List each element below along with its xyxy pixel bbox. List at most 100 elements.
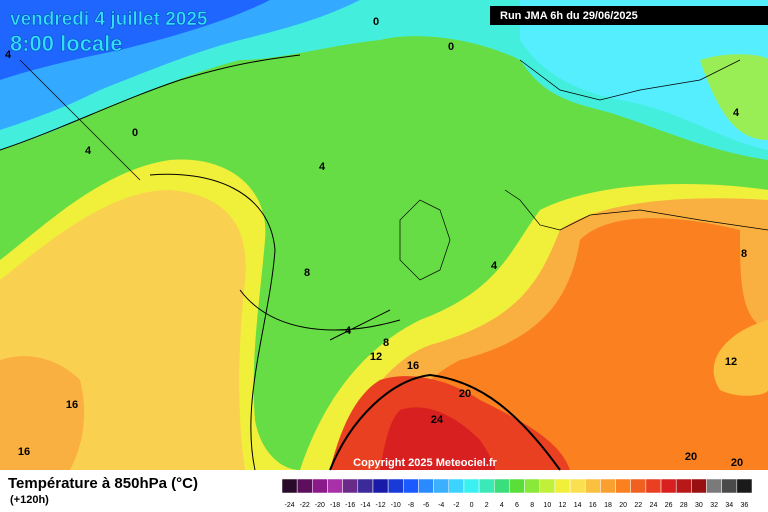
legend-swatch <box>554 478 571 494</box>
legend-tick: 16 <box>589 502 597 509</box>
contour-label: 12 <box>370 351 382 363</box>
legend-tick: 4 <box>500 502 504 509</box>
contour-label: 8 <box>741 248 747 260</box>
legend-tick: 28 <box>680 502 688 509</box>
legend-swatch <box>721 478 738 494</box>
contour-label: 20 <box>731 457 743 469</box>
legend-swatch <box>691 478 707 494</box>
legend-tick: -20 <box>315 502 325 509</box>
warm-patch <box>700 54 768 140</box>
legend-swatch <box>342 478 359 494</box>
contour-label: 12 <box>725 356 737 368</box>
contour-line <box>329 373 561 471</box>
legend-tick: -12 <box>375 502 385 509</box>
coastline <box>399 199 451 281</box>
legend-swatch <box>403 478 419 494</box>
legend-swatch <box>675 478 692 494</box>
contour-label: 4 <box>345 325 352 337</box>
legend-tick: 14 <box>574 502 582 509</box>
contour-label: 8 <box>383 337 389 349</box>
contour-label: 4 <box>5 49 12 61</box>
legend-tick: 36 <box>741 502 749 509</box>
legend-swatch <box>418 478 434 494</box>
legend-tick: 34 <box>725 502 733 509</box>
coastline <box>19 59 141 181</box>
contour-label: 4 <box>733 107 740 119</box>
contour-label: 24 <box>431 414 444 426</box>
warm-patch <box>713 320 768 396</box>
legend-tick: 12 <box>559 502 567 509</box>
legend-swatch <box>433 478 450 494</box>
time: 8:00 locale <box>10 31 123 56</box>
legend-swatch <box>448 478 465 494</box>
legend-swatch <box>539 478 556 494</box>
legend-swatch <box>312 478 328 494</box>
contour-label: 0 <box>448 41 454 53</box>
legend-tick: -6 <box>423 502 429 509</box>
contour-label: 16 <box>18 446 30 458</box>
legend-swatch <box>463 478 480 494</box>
legend-tick: 18 <box>604 502 612 509</box>
copyright: Copyright 2025 Meteociel.fr <box>353 457 497 469</box>
contour-label: 4 <box>491 260 498 272</box>
legend-swatch <box>569 478 586 494</box>
contour-label: 16 <box>66 399 78 411</box>
legend-tick: -10 <box>391 502 401 509</box>
contour-line <box>0 54 301 151</box>
legend-swatch <box>630 478 647 494</box>
legend-swatch <box>357 478 374 494</box>
legend-swatch <box>372 478 389 494</box>
contour-label: 4 <box>85 145 92 157</box>
legend-swatch <box>509 478 525 494</box>
legend-tick: 26 <box>665 502 673 509</box>
warm-region <box>0 356 85 470</box>
legend-tick: -8 <box>408 502 414 509</box>
legend-swatch <box>296 478 313 494</box>
footer-title: Température à 850hPa (°C) <box>8 475 198 492</box>
legend-swatch <box>584 478 601 494</box>
coastline <box>519 59 741 101</box>
legend-swatch <box>706 478 722 494</box>
contour-line <box>239 289 401 341</box>
contour-label: 4 <box>319 161 326 173</box>
legend-tick: 20 <box>619 502 627 509</box>
contour-line <box>149 173 276 471</box>
contour-label: 20 <box>459 388 471 400</box>
legend-tick: 2 <box>485 502 489 509</box>
legend-tick: 8 <box>530 502 534 509</box>
legend-swatch <box>736 478 753 494</box>
contour-label: 8 <box>304 267 310 279</box>
legend: -24 -22 -20 -18 -16 -14 -12 -10 -8 -6 -4 -2 0 2 4 6 8 10 1… <box>281 478 753 509</box>
run: Run JMA 6h du 29/06/2025 <box>500 10 638 22</box>
run-box <box>490 6 768 25</box>
lead-time: (+120h) <box>10 494 49 506</box>
legend-tick: -18 <box>330 502 340 509</box>
cold-region <box>520 0 768 150</box>
legend-tick: 6 <box>515 502 519 509</box>
legend-swatch <box>645 478 662 494</box>
legend-tick: -24 <box>285 502 295 509</box>
legend-swatch <box>387 478 404 494</box>
legend-tick: -14 <box>360 502 370 509</box>
contour-label: 0 <box>373 16 379 28</box>
legend-swatch <box>478 478 495 494</box>
legend-tick: 30 <box>695 502 703 509</box>
legend-swatch <box>524 478 540 494</box>
legend-swatch <box>660 478 677 494</box>
legend-swatch <box>600 478 616 494</box>
legend-tick: -22 <box>300 502 310 509</box>
coastline <box>504 189 768 231</box>
legend-tick: -4 <box>438 502 444 509</box>
legend-swatch <box>281 478 298 494</box>
legend-swatch <box>494 478 510 494</box>
hot-region <box>380 407 495 470</box>
cold-region <box>0 0 270 80</box>
date: vendredi 4 juillet 2025 <box>10 9 208 30</box>
legend-tick: 32 <box>710 502 718 509</box>
legend-swatch <box>615 478 631 494</box>
legend-tick: 22 <box>634 502 642 509</box>
contour-label: 20 <box>685 451 697 463</box>
legend-tick: -2 <box>453 502 459 509</box>
legend-swatch <box>327 478 343 494</box>
